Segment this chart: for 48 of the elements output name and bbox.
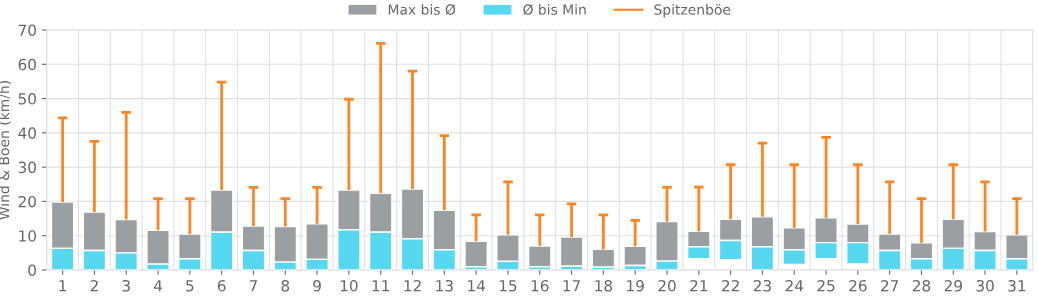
x-tick-label: 12	[404, 279, 421, 292]
y-tick-label: 70	[18, 24, 36, 37]
x-tick-label: 20	[658, 279, 676, 292]
x-tick-label: 13	[436, 279, 453, 292]
y-tick-label: 0	[28, 264, 36, 277]
bar	[591, 248, 616, 268]
x-tick-label: 7	[249, 280, 258, 292]
x-tick-label: 14	[468, 280, 485, 292]
x-tick-label: 4	[153, 280, 163, 292]
x-tick-label: 1	[59, 280, 67, 292]
x-tick-label: 16	[531, 279, 549, 292]
x-tick-label: 26	[849, 279, 867, 292]
legend-label: Spitzenböe	[654, 4, 731, 18]
x-tick-label: 17	[563, 280, 580, 292]
bar	[146, 229, 170, 265]
y-tick-label: 10	[19, 230, 36, 242]
x-tick-label: 5	[186, 280, 194, 292]
x-tick-label: 6	[217, 279, 226, 292]
y-tick-label: 30	[18, 161, 36, 174]
x-tick-label: 19	[627, 279, 644, 292]
x-tick-label: 30	[976, 279, 994, 292]
x-tick-label: 29	[944, 279, 962, 292]
x-tick-label: 25	[817, 279, 835, 292]
x-tick-label: 24	[785, 279, 804, 292]
x-tick-label: 21	[690, 279, 708, 292]
bar	[527, 245, 552, 268]
x-tick-label: 11	[372, 280, 390, 292]
y-tick-label: 60	[18, 58, 36, 71]
y-tick-label: 40	[18, 127, 36, 139]
legend-label: Max bis Ø	[388, 4, 456, 16]
x-tick-label: 23	[753, 279, 771, 292]
x-tick-label: 3	[122, 279, 130, 292]
x-tick-label: 9	[313, 279, 321, 292]
y-tick-label: 50	[18, 93, 36, 105]
bar	[623, 245, 648, 267]
x-tick-label: 31	[1008, 279, 1026, 292]
y-tick-label: 20	[18, 195, 36, 208]
legend-label: Ø bis Min	[523, 4, 586, 16]
x-tick-label: 2	[90, 279, 98, 292]
x-tick-label: 10	[340, 279, 358, 292]
x-tick-label: 8	[281, 279, 290, 292]
x-tick-label: 28	[912, 279, 931, 292]
x-tick-label: 27	[881, 279, 899, 292]
x-tick-label: 18	[595, 279, 613, 292]
bar	[464, 240, 488, 268]
x-tick-label: 15	[499, 280, 517, 292]
bar	[559, 236, 584, 267]
x-tick-label: 22	[722, 279, 739, 292]
